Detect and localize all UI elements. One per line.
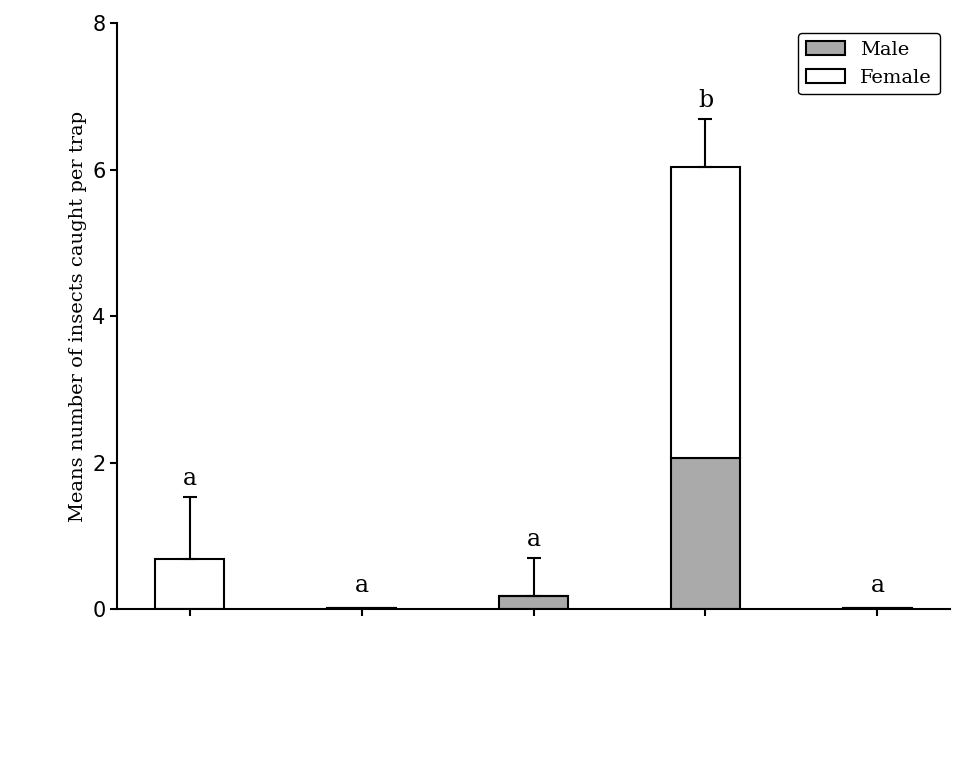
Text: a: a [183, 467, 197, 490]
Bar [670, 167, 739, 458]
Text: a: a [354, 574, 369, 597]
Bar [670, 458, 739, 609]
Text: a: a [869, 574, 883, 597]
Bar [156, 559, 224, 609]
Bar [327, 608, 396, 609]
Y-axis label: Means number of insects caught per trap: Means number of insects caught per trap [68, 111, 87, 522]
Bar [499, 596, 567, 609]
Legend: Male, Female: Male, Female [797, 33, 939, 95]
Text: a: a [526, 528, 540, 551]
Text: b: b [697, 89, 712, 112]
Bar [842, 608, 911, 609]
